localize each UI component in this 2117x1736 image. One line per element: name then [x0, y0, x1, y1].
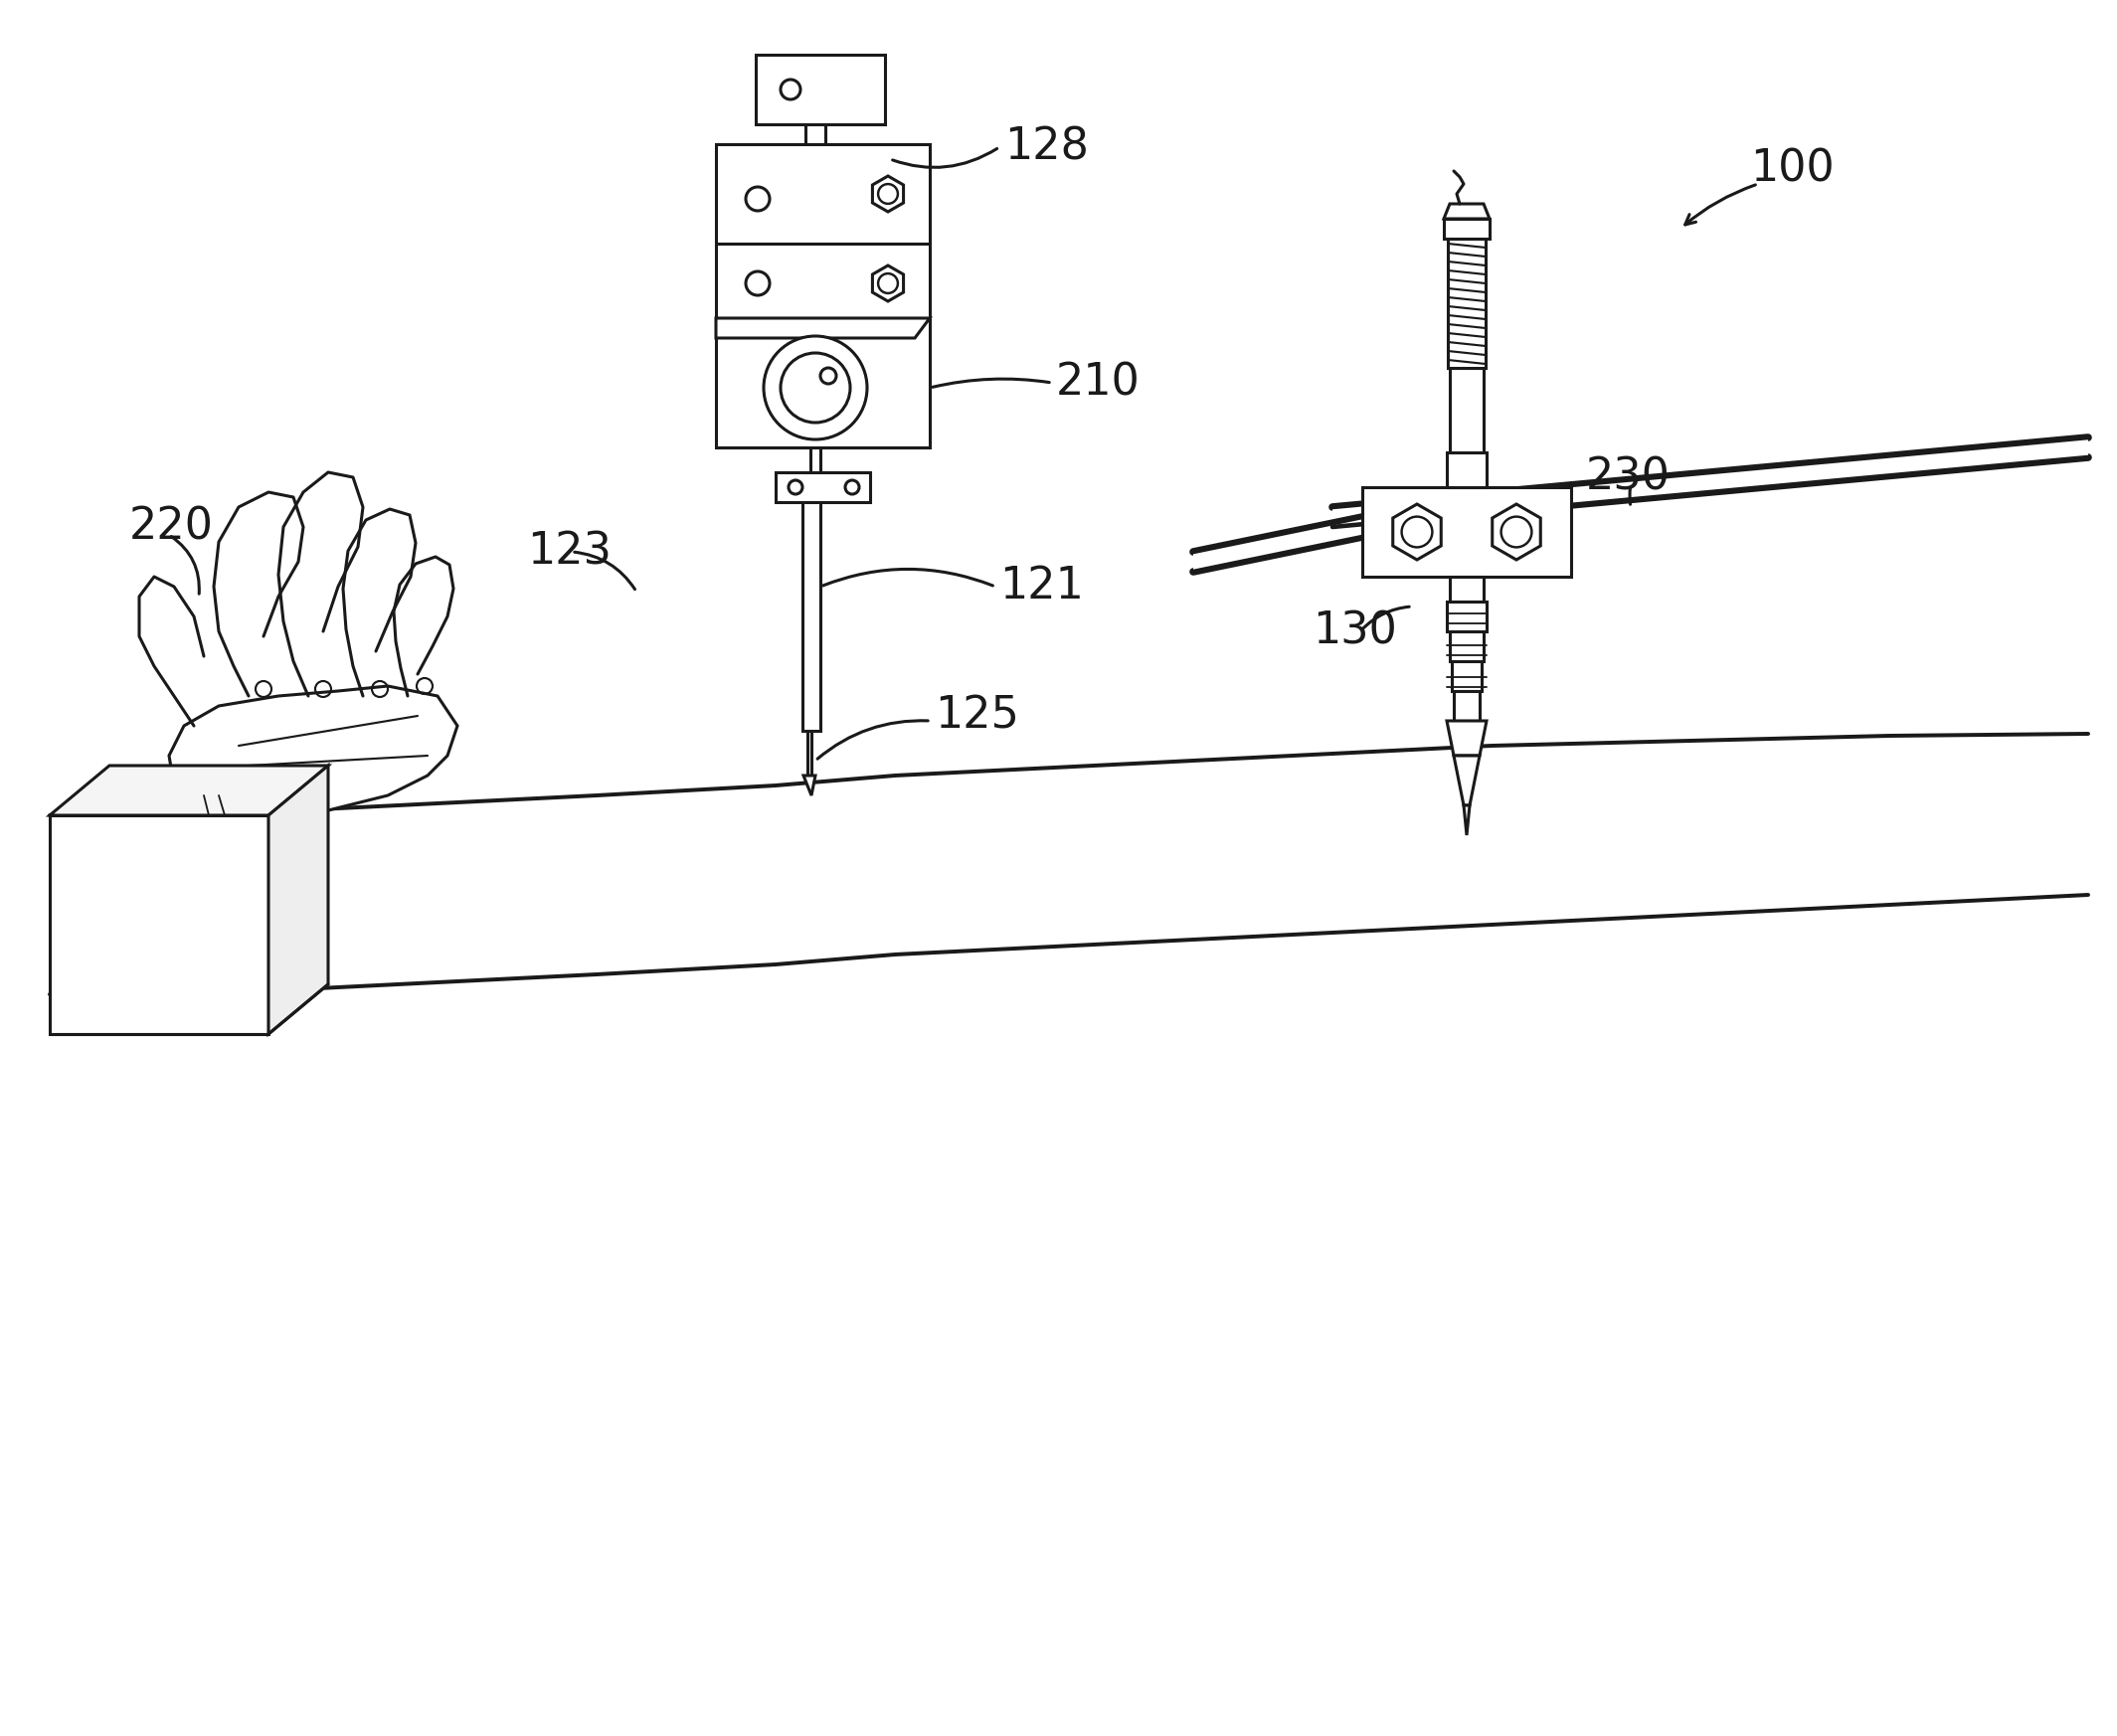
- Text: 128: 128: [1003, 125, 1088, 168]
- Circle shape: [781, 80, 800, 99]
- Polygon shape: [872, 266, 904, 302]
- Bar: [1450, 368, 1484, 453]
- Polygon shape: [1492, 503, 1541, 559]
- Bar: [1450, 576, 1484, 602]
- Polygon shape: [1393, 503, 1442, 559]
- Circle shape: [879, 184, 898, 203]
- Text: 125: 125: [936, 694, 1018, 738]
- Bar: [1454, 691, 1480, 720]
- Polygon shape: [49, 816, 269, 1035]
- Circle shape: [745, 271, 771, 295]
- Polygon shape: [1332, 437, 2087, 528]
- Bar: [775, 472, 870, 502]
- Circle shape: [879, 274, 898, 293]
- Polygon shape: [1194, 517, 1361, 571]
- Polygon shape: [1446, 720, 1486, 755]
- Polygon shape: [1463, 806, 1469, 835]
- Polygon shape: [1454, 755, 1480, 806]
- Polygon shape: [169, 686, 457, 816]
- Bar: [716, 144, 929, 318]
- Bar: [1444, 219, 1490, 238]
- Bar: [1446, 602, 1486, 632]
- Polygon shape: [804, 776, 815, 795]
- Polygon shape: [1361, 488, 1571, 576]
- Text: 130: 130: [1313, 609, 1397, 653]
- Text: 121: 121: [999, 566, 1084, 608]
- Polygon shape: [269, 766, 328, 1035]
- Circle shape: [1501, 517, 1533, 547]
- Text: 220: 220: [129, 505, 214, 549]
- Text: 230: 230: [1586, 457, 1670, 498]
- Polygon shape: [49, 766, 328, 816]
- Text: 100: 100: [1751, 148, 1833, 191]
- Polygon shape: [716, 318, 929, 339]
- Polygon shape: [49, 734, 2087, 995]
- Bar: [1446, 453, 1486, 488]
- Polygon shape: [872, 175, 904, 212]
- Text: 210: 210: [1056, 361, 1141, 404]
- Circle shape: [845, 481, 860, 495]
- Circle shape: [781, 352, 851, 422]
- Circle shape: [1401, 517, 1433, 547]
- Bar: [802, 502, 821, 731]
- Bar: [1448, 238, 1486, 368]
- Circle shape: [821, 368, 836, 384]
- Bar: [1452, 661, 1482, 691]
- Circle shape: [745, 187, 771, 210]
- Circle shape: [788, 481, 802, 495]
- Circle shape: [764, 337, 868, 439]
- Bar: [1450, 632, 1484, 661]
- Text: 123: 123: [527, 531, 612, 573]
- Bar: [756, 56, 885, 125]
- Polygon shape: [1444, 203, 1490, 219]
- Bar: [716, 318, 929, 448]
